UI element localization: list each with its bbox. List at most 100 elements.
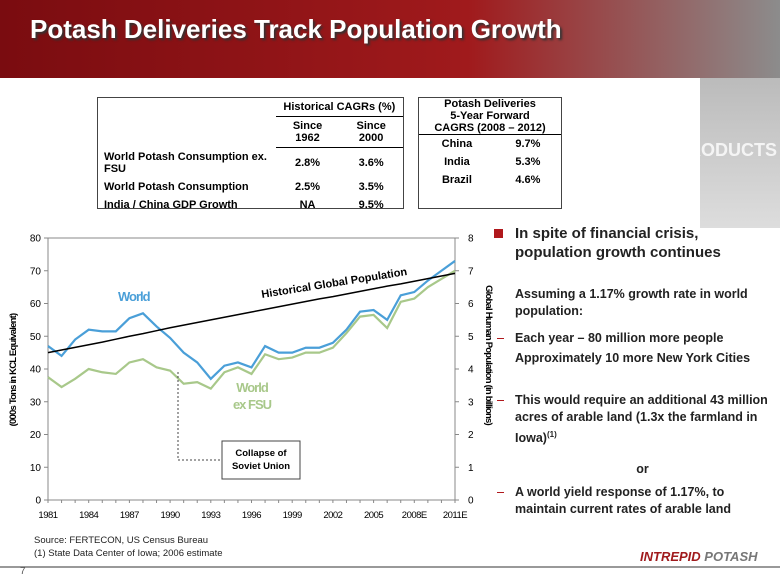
footer-rule — [0, 566, 780, 568]
forward-table-box: Potash Deliveries 5-Year Forward CAGRS (20… — [418, 97, 562, 209]
y2-tick-label: 5 — [468, 332, 474, 343]
annotation: Collapse of — [235, 448, 287, 459]
row: China 9.7% — [419, 135, 561, 154]
logo-b: POTASH — [704, 549, 758, 564]
x-tick-label: 1999 — [283, 510, 302, 521]
cell: 9.5% — [358, 198, 384, 211]
logo-a: INTREPID — [640, 549, 701, 564]
cell: NA — [299, 198, 316, 211]
y-tick-label: 10 — [30, 463, 42, 474]
bullet-text: or — [636, 462, 649, 476]
row: Brazil 4.6% — [419, 171, 561, 189]
y2-tick-label: 8 — [468, 234, 474, 245]
cell: India / China GDP Growth — [104, 198, 238, 211]
page-number: 7 — [20, 566, 26, 577]
row: World Potash Consumption ex. FSU 2.8% 3.6% — [98, 148, 403, 178]
column-header: Since 1962 — [275, 116, 340, 148]
logo: INTREPID POTASH — [640, 549, 758, 564]
bullet: In spite of financial crisis, population… — [494, 224, 770, 262]
header-band — [0, 0, 780, 78]
source: Source: FERTECON, US Census Bureau — [34, 535, 209, 546]
y-tick-label: 80 — [30, 234, 42, 245]
header-row: CAGRS (2008 – 2012) — [419, 122, 561, 135]
column-header: Since 2000 — [339, 116, 403, 148]
side-image — [700, 78, 780, 228]
bullet: Assuming a 1.17% growth rate in world po… — [515, 286, 770, 320]
table-title: 5-Year Forward — [450, 110, 530, 122]
bullet-dash — [497, 400, 504, 401]
cell: 2.5% — [294, 180, 321, 193]
x-tick-label: 1993 — [201, 510, 220, 521]
cell: World Potash Consumption ex. FSU — [104, 150, 267, 175]
bullet: This would require an additional 43 mill… — [497, 392, 770, 447]
bullet-text: Each year – 80 million more people — [515, 331, 724, 345]
x-tick-label: 1981 — [38, 510, 57, 521]
cagr-table-box: Historical CAGRs (%) Since 1962 Since 2000… — [97, 97, 404, 211]
table-title: CAGRS (2008 – 2012) — [419, 122, 561, 135]
y2-tick-label: 3 — [468, 397, 474, 408]
bullet-text: Assuming a 1.17% growth rate in world po… — [515, 287, 748, 318]
bullet-text: This would require an additional 43 mill… — [515, 393, 768, 446]
x-tick-label: 1984 — [79, 510, 98, 521]
y2-tick-label: 1 — [468, 463, 474, 474]
annotation-leader — [177, 372, 222, 461]
table-title: Historical CAGRs (%) — [275, 98, 403, 117]
x-tick-label: 2002 — [323, 510, 342, 521]
x-tick-label: 1987 — [120, 510, 139, 521]
y-tick-label: 70 — [30, 266, 42, 277]
bullet: Each year – 80 million more people — [497, 330, 770, 347]
row: World Potash Consumption 2.5% 3.5% — [98, 178, 403, 196]
cell: 2.8% — [294, 156, 321, 169]
y-tick-label: 30 — [30, 397, 42, 408]
header-row: Since 1962 Since 2000 — [98, 116, 403, 148]
y2-tick-label: 4 — [468, 365, 474, 376]
cell: World Potash Consumption — [104, 180, 249, 193]
series-label: World — [236, 380, 269, 395]
y-axis-label: (000s Tons in KCL Equivalent) — [8, 313, 19, 426]
series-line — [47, 272, 456, 354]
series-line — [47, 269, 456, 391]
cell: China — [441, 138, 473, 150]
bullet-dash — [497, 338, 504, 339]
note: (1) State Data Center of Iowa; 2006 esti… — [34, 548, 223, 559]
bullet-square — [494, 229, 503, 238]
row: India 5.3% — [419, 153, 561, 171]
annotation-box — [221, 440, 301, 480]
annotation: Soviet Union — [232, 461, 290, 472]
bullet: Approximately 10 more New York Cities — [515, 350, 770, 367]
superscript: (1) — [546, 430, 557, 439]
cell: 4.6% — [515, 174, 541, 186]
y2-tick-label: 6 — [468, 299, 474, 310]
series-label: World — [118, 289, 151, 304]
y2-tick-label: 7 — [468, 266, 474, 277]
x-tick-label: 1990 — [161, 510, 180, 521]
x-tick-label: 2011E — [443, 510, 467, 521]
y2-axis-label: Global Human Population (in billions) — [483, 285, 494, 425]
y2-tick-label: 0 — [468, 496, 474, 507]
x-tick-label: 1996 — [242, 510, 261, 521]
cagr-table: Historical CAGRs (%) Since 1962 Since 2000… — [98, 98, 403, 214]
y-tick-label: 60 — [30, 299, 42, 310]
header-row: Potash Deliveries — [419, 98, 561, 110]
cell: Brazil — [441, 174, 472, 186]
y-tick-label: 20 — [30, 430, 42, 441]
cell: 3.6% — [358, 156, 384, 169]
y2-tick-label: 2 — [468, 430, 474, 441]
x-tick-label: 2005 — [364, 510, 383, 521]
bullet-text: In spite of financial crisis, population… — [515, 225, 721, 261]
y-tick-label: 50 — [30, 332, 42, 343]
series-label: ex FSU — [233, 397, 272, 412]
header-row: 5-Year Forward — [419, 110, 561, 122]
side-label: PRODUCTS — [676, 140, 778, 160]
header-row: Historical CAGRs (%) — [98, 98, 403, 117]
series-line — [47, 260, 456, 381]
bullet-text: Approximately 10 more New York Cities — [515, 351, 751, 365]
cell: 3.5% — [358, 180, 384, 193]
bullet: A world yield response of 1.17%, to main… — [497, 484, 770, 518]
y-tick-label: 0 — [35, 496, 41, 507]
title: Potash Deliveries Track Population Growt… — [30, 14, 562, 44]
bullet: or — [515, 461, 770, 478]
bullet-dash — [497, 492, 504, 493]
forward-table: Potash Deliveries 5-Year Forward CAGRS (20… — [419, 98, 561, 189]
